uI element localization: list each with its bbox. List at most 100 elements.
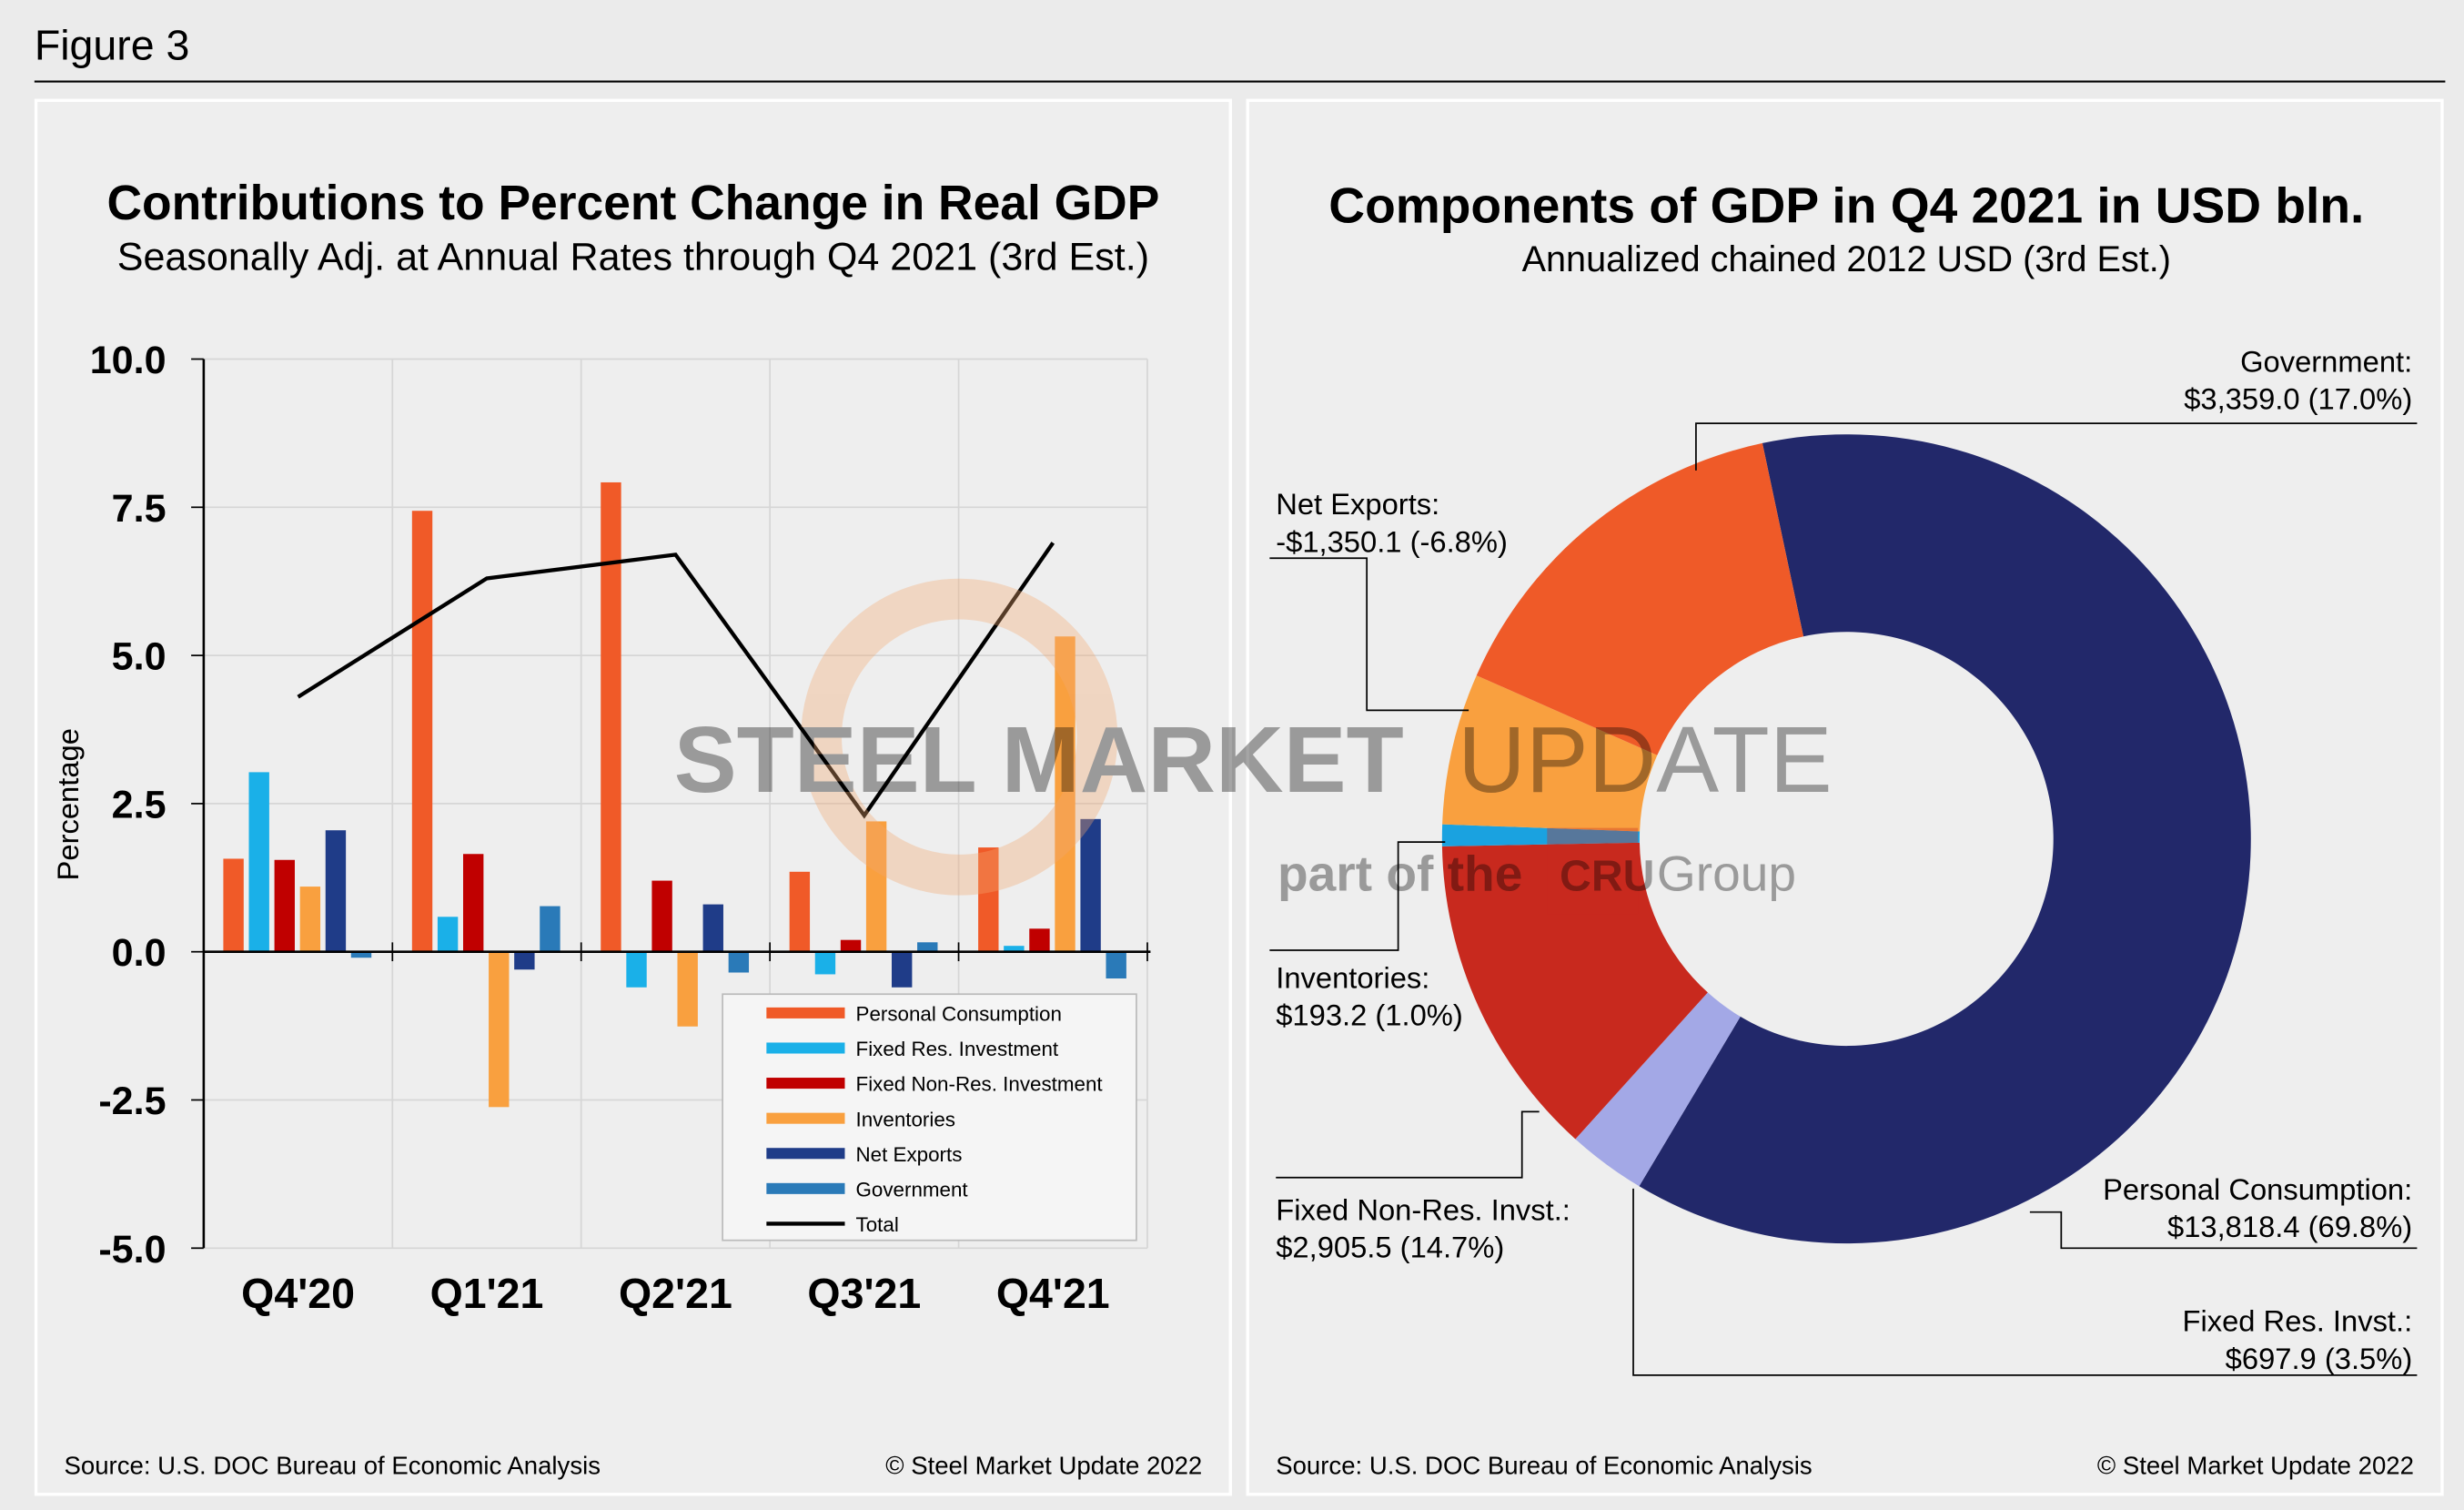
x-tick-label: Q1'21 (430, 1270, 544, 1317)
slice-value-label: $193.2 (1.0%) (1276, 998, 1463, 1032)
copyright: © Steel Market Update 2022 (2097, 1451, 2414, 1479)
watermark-text: UPDATE (1458, 706, 1833, 812)
slice-value-label: -$1,350.1 (-6.8%) (1276, 524, 1508, 558)
bar (840, 939, 862, 952)
bar (702, 904, 723, 952)
slice-label: Fixed Res. Invst.: (2182, 1304, 2412, 1338)
legend-swatch (766, 1112, 845, 1124)
panel (34, 98, 1232, 1496)
x-tick-label: Q4'20 (241, 1270, 355, 1317)
leader-lines (1269, 422, 2418, 1376)
y-tick-label: -5.0 (98, 1228, 166, 1272)
bar (274, 859, 295, 952)
watermark-logo (1547, 827, 1639, 915)
slice-label: Inventories: (1276, 960, 1429, 994)
bar (540, 906, 560, 952)
bar (489, 951, 510, 1108)
bar (789, 871, 811, 952)
bar (626, 951, 647, 988)
watermark: STEEL MARKET UPDATE part of the CRU Grou… (674, 578, 1833, 915)
y-tick-label: 10.0 (90, 339, 167, 382)
pie-slice (1442, 675, 1658, 832)
x-tick-label: Q3'21 (807, 1270, 921, 1317)
y-axis-label: Percentage (51, 728, 85, 880)
slice-label: Government: (2240, 344, 2412, 378)
bar (1004, 946, 1025, 952)
watermark-text: part of the (1277, 846, 1522, 902)
bar (248, 772, 269, 952)
leader-line (1276, 1110, 1540, 1179)
bar (299, 887, 321, 952)
y-tick-label: 2.5 (112, 783, 167, 826)
watermark-text: Group (1657, 846, 1796, 902)
watermark-text: STEEL MARKET (674, 706, 1404, 812)
y-tick-label: 5.0 (112, 635, 167, 679)
bar (891, 951, 913, 988)
source: Source: U.S. DOC Bureau of Economic Anal… (65, 1451, 601, 1479)
slice-value-label: $697.9 (3.5%) (2226, 1342, 2413, 1375)
x-tick-label: Q2'21 (619, 1270, 732, 1317)
chart-title: Contributions to Percent Change in Real … (106, 177, 1159, 230)
leader-line (2029, 1211, 2418, 1250)
y-tick-label: 0.0 (112, 931, 167, 975)
y-tick-label: 7.5 (112, 487, 167, 531)
slice-value-label: $3,359.0 (17.0%) (2184, 382, 2412, 416)
slice-value-label: $2,905.5 (14.7%) (1276, 1231, 1504, 1264)
bar (1055, 636, 1075, 952)
legend-swatch (766, 1182, 845, 1194)
leader-line (1632, 1188, 2418, 1376)
bar (728, 951, 750, 973)
slice-label: Personal Consumption: (2103, 1172, 2412, 1206)
bar (917, 942, 938, 952)
watermark-logo (801, 578, 1118, 896)
figure-title: Figure 3 (35, 21, 190, 68)
bar (601, 481, 621, 952)
chart-subtitle: Seasonally Adj. at Annual Rates through … (117, 235, 1149, 279)
bar (223, 858, 244, 952)
pie-slice (1441, 824, 1641, 846)
legend-label: Fixed Res. Investment (856, 1038, 1059, 1060)
bar (411, 511, 433, 952)
bar (677, 951, 698, 1027)
bar (651, 880, 672, 952)
pie-slice (1441, 842, 1708, 1140)
legend-label: Personal Consumption (856, 1003, 1062, 1026)
bar (1080, 818, 1101, 952)
leader-line (1269, 841, 1446, 951)
slice-label: Net Exports: (1276, 487, 1439, 521)
line (297, 542, 1055, 819)
x-tick-label: Q4'21 (996, 1270, 1110, 1317)
legend-swatch (766, 1078, 845, 1089)
legend-label: Fixed Non-Res. Investment (856, 1073, 1104, 1096)
bar (514, 951, 535, 970)
legend-label: Net Exports (856, 1143, 963, 1166)
bar (350, 951, 372, 958)
leader-line (1269, 557, 1469, 712)
legend-label: Government (856, 1178, 969, 1201)
legend-label: Total (856, 1213, 899, 1236)
bar (462, 854, 484, 952)
leader-line (1695, 422, 2418, 471)
pie-slice (1476, 442, 1804, 755)
pie-slice (1639, 434, 2251, 1244)
bar (814, 951, 836, 975)
y-tick-label: -2.5 (98, 1079, 166, 1123)
legend-swatch (766, 1007, 845, 1018)
slice-value-label: $13,818.4 (69.8%) (2167, 1210, 2412, 1243)
legend-swatch (766, 1042, 845, 1054)
bar (978, 847, 999, 952)
watermark-text: CRU (1560, 852, 1654, 901)
source: Source: U.S. DOC Bureau of Economic Anal… (1276, 1451, 1812, 1479)
legend-swatch (766, 1148, 845, 1160)
bar (325, 830, 347, 952)
legend-label: Inventories (856, 1108, 955, 1130)
bar (1029, 928, 1050, 952)
bar (865, 821, 887, 952)
panel (1246, 98, 2444, 1496)
pie-slice (1575, 992, 1741, 1187)
chart-title: Components of GDP in Q4 2021 in USD bln. (1328, 177, 2364, 234)
slice-label: Fixed Non-Res. Invst.: (1276, 1192, 1570, 1226)
copyright: © Steel Market Update 2022 (885, 1451, 1202, 1479)
bar (437, 917, 459, 952)
